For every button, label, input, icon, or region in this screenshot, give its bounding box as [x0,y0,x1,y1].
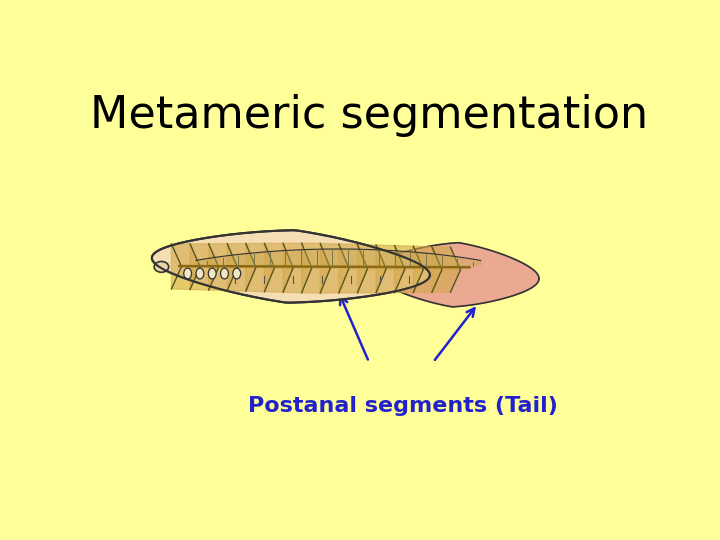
Ellipse shape [196,268,204,279]
Polygon shape [372,242,539,307]
Ellipse shape [208,268,216,279]
Polygon shape [339,244,367,293]
Polygon shape [228,244,256,291]
Ellipse shape [184,268,192,279]
Polygon shape [283,243,312,293]
Text: Metameric segmentation: Metameric segmentation [90,94,648,137]
Polygon shape [395,246,423,293]
Polygon shape [320,244,349,293]
Ellipse shape [220,268,228,279]
Polygon shape [190,244,219,290]
Text: Postanal segments (Tail): Postanal segments (Tail) [248,396,557,416]
Polygon shape [264,244,293,292]
Polygon shape [246,244,274,292]
Polygon shape [209,244,238,291]
Polygon shape [432,247,461,292]
Polygon shape [152,230,430,302]
Circle shape [154,261,168,272]
Polygon shape [302,243,330,293]
Polygon shape [413,246,442,293]
Polygon shape [376,245,405,293]
Ellipse shape [233,268,240,279]
Polygon shape [357,245,386,293]
Polygon shape [171,244,200,289]
